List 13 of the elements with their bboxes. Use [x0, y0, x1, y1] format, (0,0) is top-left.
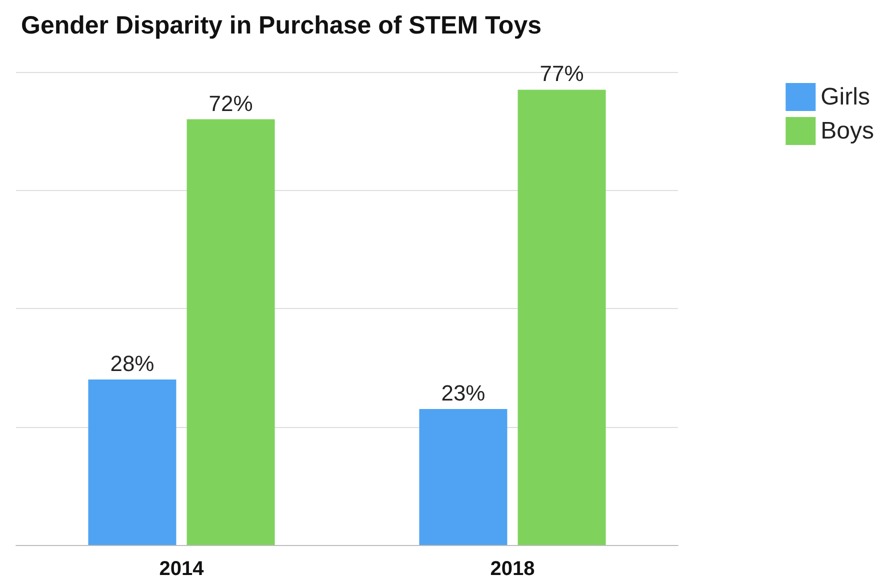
- data-label: 23%: [441, 380, 486, 406]
- legend-label: Girls: [820, 84, 870, 110]
- x-tick-label: 2014: [159, 558, 205, 580]
- data-label: 72%: [208, 90, 253, 116]
- bar: [419, 409, 508, 545]
- x-tick-label: 2018: [490, 558, 535, 580]
- bar: [518, 90, 606, 545]
- bar: [186, 119, 275, 545]
- data-label: 28%: [110, 350, 154, 376]
- data-label: 77%: [540, 61, 584, 86]
- chart-title: Gender Disparity in Purchase of STEM Toys: [21, 12, 542, 40]
- legend-label: Boys: [820, 118, 874, 144]
- bar: [88, 379, 176, 545]
